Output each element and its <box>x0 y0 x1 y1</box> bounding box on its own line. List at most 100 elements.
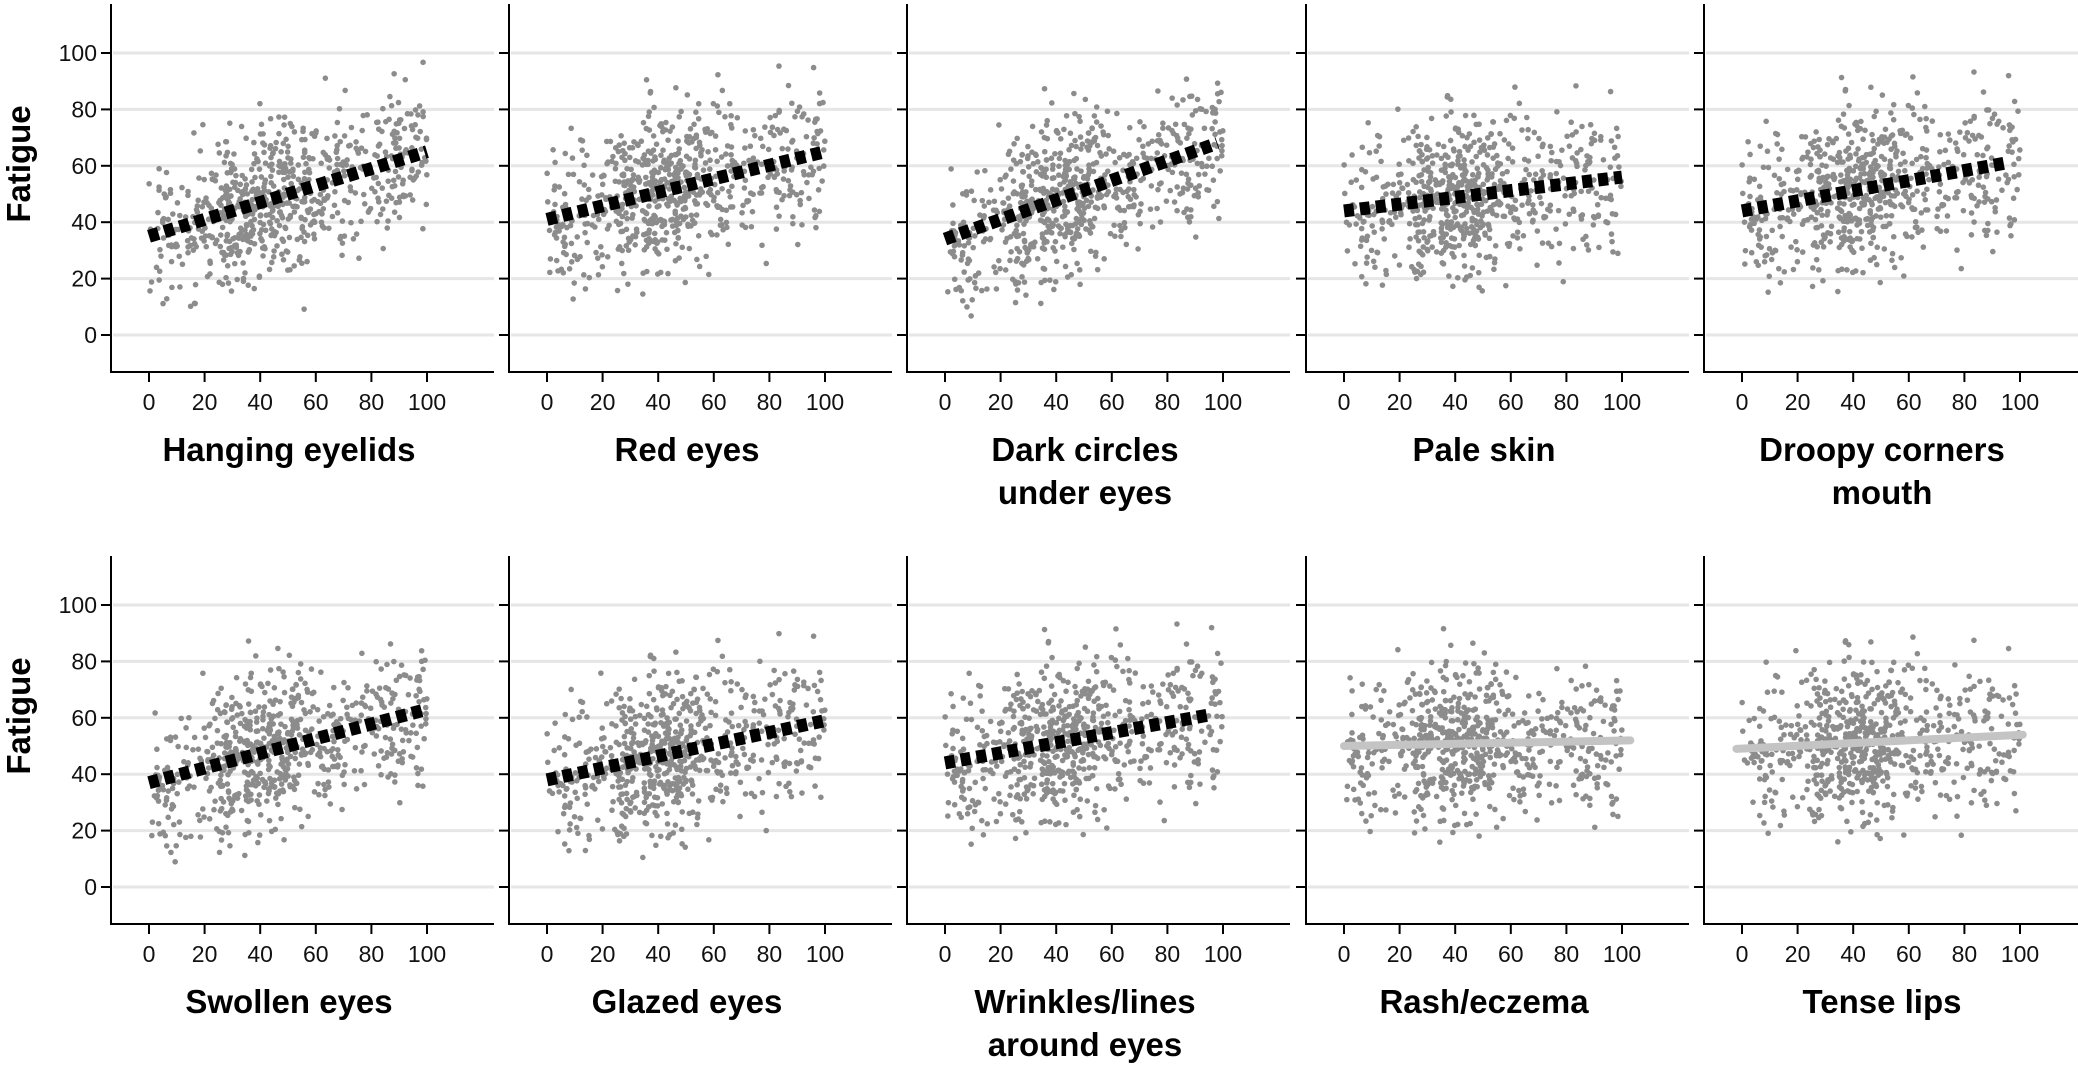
data-point <box>242 793 249 799</box>
data-point <box>238 230 244 236</box>
data-point <box>1587 154 1593 161</box>
data-point <box>649 737 656 744</box>
data-point <box>618 791 624 798</box>
data-point <box>1418 171 1425 178</box>
data-point <box>621 825 627 832</box>
data-point <box>1548 157 1554 164</box>
y-tick-label: 60 <box>71 153 97 179</box>
data-point <box>572 770 579 776</box>
data-point <box>276 114 282 120</box>
data-point <box>407 730 414 736</box>
data-point <box>1856 205 1863 212</box>
data-point <box>1848 139 1855 146</box>
data-point <box>202 734 209 741</box>
data-point <box>728 687 734 694</box>
data-point <box>1040 265 1047 272</box>
data-point <box>1020 168 1026 175</box>
data-point <box>1098 123 1104 129</box>
data-point <box>561 804 568 811</box>
data-point <box>350 236 357 242</box>
data-point <box>418 162 425 169</box>
data-point <box>360 191 367 198</box>
data-point <box>1610 249 1616 255</box>
data-point <box>380 105 386 112</box>
data-point <box>167 734 174 741</box>
data-point <box>1760 164 1767 171</box>
data-point <box>281 191 288 197</box>
data-point <box>1548 243 1555 250</box>
data-point <box>1591 137 1598 144</box>
data-point <box>742 128 749 134</box>
data-point <box>392 135 398 141</box>
data-point <box>308 726 315 732</box>
data-point <box>359 650 365 657</box>
data-point <box>694 174 701 181</box>
data-point <box>335 747 341 753</box>
data-point <box>793 768 800 774</box>
data-point <box>1844 236 1851 243</box>
data-point <box>1055 130 1061 136</box>
data-point <box>655 684 662 691</box>
data-point <box>1157 139 1164 146</box>
data-point <box>1461 176 1468 182</box>
data-point <box>1469 171 1476 178</box>
data-point <box>1005 151 1012 158</box>
data-point <box>1474 206 1481 213</box>
data-point <box>734 681 741 687</box>
x-tick-label: 0 <box>939 389 952 415</box>
data-point <box>353 231 360 237</box>
data-point <box>609 158 615 165</box>
data-point <box>217 232 224 238</box>
data-point <box>276 158 283 165</box>
data-point <box>1746 178 1752 185</box>
data-point <box>651 668 657 674</box>
data-point <box>251 285 258 292</box>
data-point <box>556 789 562 795</box>
data-point <box>1583 162 1589 169</box>
data-point <box>341 679 347 686</box>
data-point <box>299 225 305 232</box>
data-point <box>740 202 746 209</box>
data-point <box>1010 190 1017 197</box>
data-point <box>1844 267 1850 273</box>
data-point <box>713 786 719 793</box>
data-point <box>1763 118 1769 125</box>
data-point <box>1446 242 1453 249</box>
data-point <box>251 776 258 783</box>
data-point <box>703 253 709 260</box>
data-point <box>1192 234 1199 240</box>
data-point <box>632 713 639 720</box>
data-point <box>223 153 229 159</box>
data-point <box>667 128 673 134</box>
data-point <box>418 766 425 773</box>
data-point <box>1888 110 1894 116</box>
data-point <box>818 794 824 801</box>
data-point <box>1198 160 1205 167</box>
data-point <box>1556 240 1563 247</box>
data-point <box>1968 232 1975 238</box>
data-point <box>1187 93 1193 100</box>
data-point <box>342 87 348 94</box>
data-point <box>1138 201 1144 207</box>
data-point <box>238 807 245 814</box>
data-point <box>1126 124 1133 131</box>
data-point <box>248 166 255 173</box>
data-point <box>1076 267 1083 273</box>
data-point <box>1106 146 1112 152</box>
data-point <box>1509 159 1516 165</box>
data-point <box>1000 222 1007 228</box>
data-point <box>283 758 290 765</box>
data-point <box>1867 210 1874 216</box>
data-point <box>302 680 308 687</box>
data-point <box>1174 102 1180 108</box>
data-point <box>1370 258 1377 265</box>
x-tick-label: 40 <box>1840 389 1866 415</box>
data-point <box>329 753 336 760</box>
data-point <box>1472 242 1478 249</box>
data-point <box>331 738 337 745</box>
data-point <box>1368 247 1375 254</box>
data-point <box>649 832 655 839</box>
data-point <box>771 741 778 747</box>
data-point <box>797 197 803 204</box>
